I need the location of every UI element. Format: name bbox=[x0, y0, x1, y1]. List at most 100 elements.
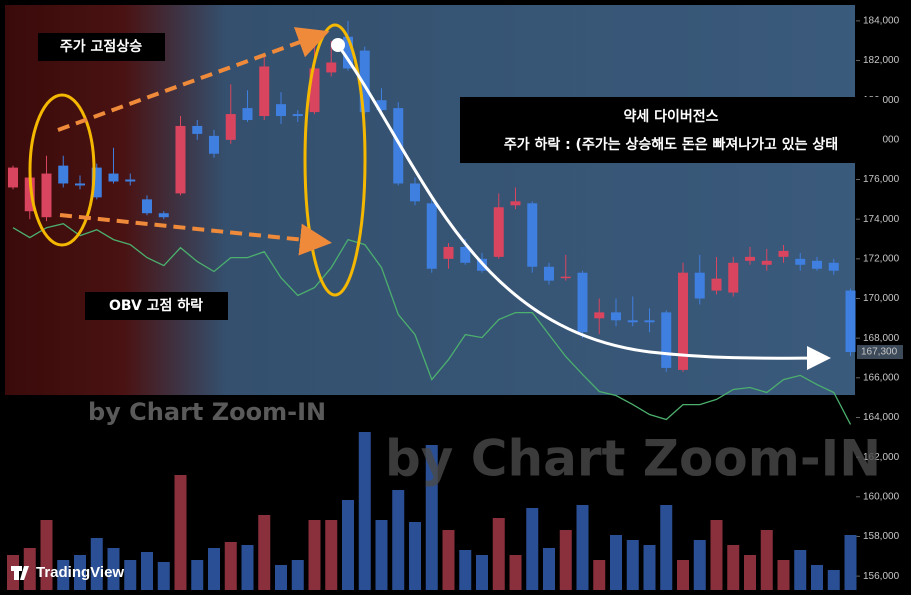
volume-bar bbox=[241, 545, 254, 590]
candle-body bbox=[91, 167, 102, 198]
volume-bar bbox=[543, 548, 555, 590]
note-box bbox=[85, 292, 228, 320]
y-tick-label: 164,000 bbox=[863, 412, 900, 423]
candle-body bbox=[58, 165, 69, 184]
candle-body bbox=[611, 312, 621, 321]
volume-bar bbox=[626, 540, 639, 590]
volume-bar bbox=[425, 445, 438, 590]
candle-body bbox=[828, 262, 839, 271]
candle-body bbox=[259, 66, 270, 117]
candle-body bbox=[309, 68, 320, 113]
volume-bar bbox=[141, 552, 153, 590]
note: 주가 고점상승 bbox=[60, 38, 142, 55]
candle-body bbox=[661, 312, 672, 368]
candle-body bbox=[393, 108, 404, 184]
candle-body bbox=[761, 260, 772, 265]
candle-body bbox=[460, 246, 471, 263]
candle-body bbox=[125, 179, 136, 182]
candle-body bbox=[678, 272, 688, 370]
y-tick-label: 176,000 bbox=[863, 174, 900, 185]
volume-bar bbox=[358, 432, 371, 590]
volume-bar bbox=[710, 520, 723, 590]
volume-bar bbox=[509, 555, 522, 590]
candle-body bbox=[326, 62, 337, 73]
volume-bar bbox=[610, 535, 622, 590]
volume-bar bbox=[291, 560, 304, 590]
candle-body bbox=[175, 125, 186, 194]
volume-bar bbox=[258, 515, 271, 590]
volume-bar bbox=[124, 560, 137, 590]
volume-bar bbox=[442, 530, 455, 590]
y-tick-label: 160,000 bbox=[863, 491, 900, 502]
candle-body bbox=[795, 258, 806, 265]
volume-bar bbox=[844, 535, 857, 590]
volume-bar bbox=[459, 550, 472, 590]
y-tick-label: 162,000 bbox=[863, 452, 900, 463]
volume-bar bbox=[777, 560, 790, 590]
logo: TradingView bbox=[11, 564, 124, 581]
candle-body bbox=[209, 135, 219, 154]
volume-bar bbox=[677, 560, 689, 590]
trend-arrow bbox=[336, 44, 831, 371]
candle-body bbox=[410, 183, 420, 202]
candle-body bbox=[560, 276, 571, 279]
volume-bar bbox=[492, 518, 505, 590]
candle-body bbox=[24, 177, 35, 212]
arrow bbox=[57, 27, 330, 132]
watermark-large: by Chart Zoom-IN bbox=[385, 430, 881, 488]
volume-bar bbox=[23, 548, 36, 590]
candle-body bbox=[845, 290, 856, 353]
candle-body bbox=[577, 272, 588, 333]
candle-body bbox=[778, 250, 789, 257]
candle-body bbox=[376, 100, 387, 111]
candle-body bbox=[8, 167, 18, 188]
candle-body bbox=[276, 104, 286, 117]
note: 약세 다이버전스 bbox=[623, 108, 718, 125]
volume-bar bbox=[208, 548, 220, 590]
candle-body bbox=[443, 246, 454, 259]
volume-bar bbox=[643, 545, 656, 590]
y-tick-label: 166,000 bbox=[863, 372, 900, 383]
candle-body bbox=[594, 312, 605, 319]
candle-body bbox=[544, 266, 554, 281]
watermark: by Chart Zoom-IN bbox=[88, 398, 326, 426]
candle-body bbox=[711, 278, 722, 291]
volume-bar bbox=[576, 505, 589, 590]
volume-bar bbox=[90, 538, 103, 590]
candle-body bbox=[242, 108, 253, 121]
candle-body bbox=[343, 36, 353, 69]
volume-bar bbox=[157, 562, 170, 590]
volume-bar bbox=[760, 530, 773, 590]
volume-bar bbox=[174, 475, 187, 590]
arrow bbox=[59, 213, 332, 256]
candle-body bbox=[108, 173, 119, 182]
volume-bar bbox=[191, 560, 204, 590]
volume-bar bbox=[57, 560, 70, 590]
volume-bar bbox=[794, 550, 807, 590]
candle-body bbox=[510, 201, 521, 206]
highlight-ellipse bbox=[303, 23, 367, 297]
volume-bar bbox=[693, 540, 706, 590]
volume-bar bbox=[811, 565, 823, 590]
volume-bar bbox=[308, 520, 321, 590]
volume-bar bbox=[744, 555, 756, 590]
volume-bar bbox=[107, 548, 120, 590]
volume-bar bbox=[392, 490, 405, 590]
y-tick-label: 170,000 bbox=[863, 293, 900, 304]
y-tick-label: 174,000 bbox=[863, 214, 900, 225]
volume-bar bbox=[827, 570, 840, 590]
candle-body bbox=[728, 262, 739, 293]
note-box bbox=[38, 33, 165, 61]
candle-body bbox=[359, 50, 370, 113]
y-tick-label: 172,000 bbox=[863, 253, 900, 264]
candle-body bbox=[225, 114, 236, 140]
volume-bar bbox=[74, 555, 86, 590]
volume-bar bbox=[275, 565, 287, 590]
volume-bar bbox=[559, 530, 572, 590]
y-tick-label: 156,000 bbox=[863, 571, 900, 582]
volume-bar bbox=[7, 555, 19, 590]
candle-body bbox=[192, 125, 203, 134]
volume-bar bbox=[409, 522, 421, 590]
candle-body bbox=[493, 207, 504, 257]
